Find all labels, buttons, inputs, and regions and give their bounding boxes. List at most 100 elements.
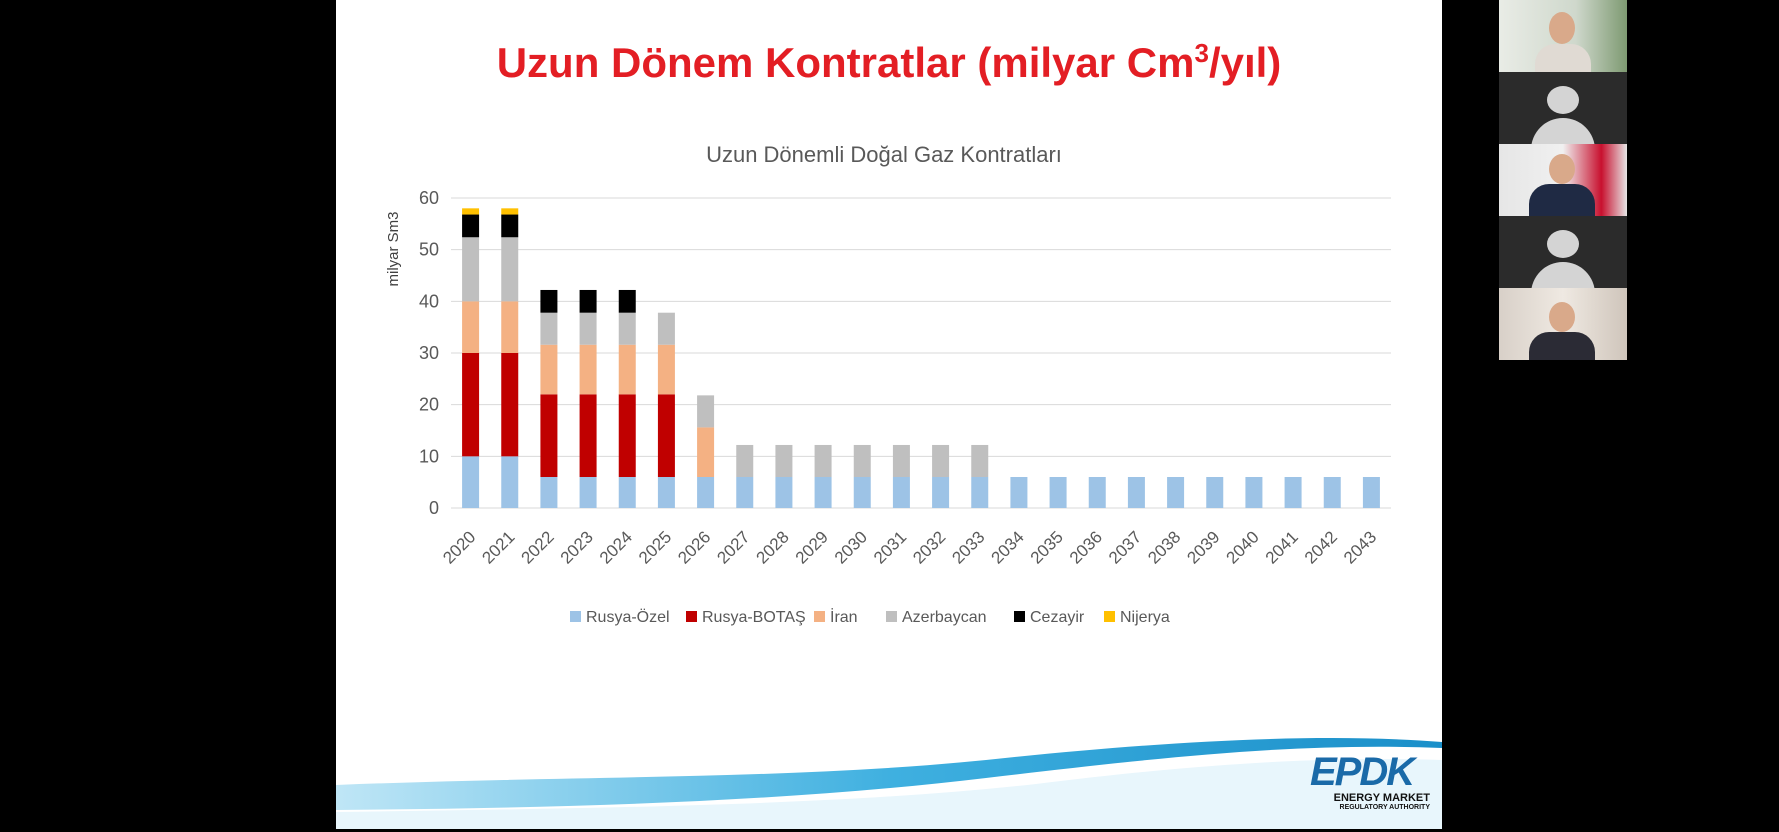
legend-swatch	[1104, 611, 1115, 622]
chart-title: Uzun Dönemli Doğal Gaz Kontratları	[706, 142, 1062, 167]
video-tile-participant-3[interactable]	[1499, 144, 1627, 216]
x-tick-label: 2042	[1301, 527, 1341, 567]
bar-2025-series-0	[657, 477, 675, 508]
x-tick-label: 2033	[948, 527, 988, 567]
bar-2030-series-3	[853, 444, 871, 477]
x-tick-label: 2025	[635, 527, 675, 567]
bar-2034-series-0	[1010, 477, 1028, 508]
x-tick-label: 2036	[1066, 527, 1106, 567]
avatar-icon	[1547, 230, 1579, 258]
bar-2032-series-0	[932, 477, 950, 508]
bar-2022-series-3	[540, 312, 558, 345]
y-tick-label: 50	[419, 240, 439, 260]
epdk-logo: EPDK ENERGY MARKET REGULATORY AUTHORITY	[1310, 750, 1430, 811]
legend: Rusya-Özel Rusya-BOTAŞ İran Azerbaycan Cezay…	[570, 607, 1170, 626]
legend-label: İran	[830, 607, 858, 626]
bar-2021-series-3	[501, 237, 519, 302]
bar-2026-series-3	[697, 395, 715, 428]
bar-2025-series-3	[657, 312, 675, 345]
y-tick-label: 60	[419, 188, 439, 208]
x-tick-label: 2028	[753, 527, 793, 567]
bar-2023-series-2	[579, 344, 597, 395]
bar-2035-series-0	[1049, 477, 1067, 508]
legend-swatch	[686, 611, 697, 622]
bar-2023-series-0	[579, 477, 597, 508]
bar-2043-series-0	[1362, 477, 1380, 508]
bar-2033-series-3	[971, 444, 989, 477]
bar-2028-series-0	[775, 477, 793, 508]
bar-2021-series-2	[501, 301, 519, 353]
bar-2022-series-2	[540, 344, 558, 395]
video-tile-participant-1[interactable]	[1499, 0, 1627, 72]
x-tick-label: 2034	[988, 527, 1028, 567]
bar-2024-series-3	[618, 312, 636, 345]
bar-2037-series-0	[1127, 477, 1145, 508]
bar-2020-series-3	[462, 237, 480, 302]
x-tick-label: 2032	[909, 527, 949, 567]
presentation-slide: Uzun Dönem Kontratlar (milyar Cm3/yıl) U…	[336, 0, 1442, 829]
bar-2020-series-1	[462, 353, 480, 457]
legend-swatch	[1014, 611, 1025, 622]
legend-label: Azerbaycan	[902, 609, 987, 626]
bar-2024-series-1	[618, 394, 636, 477]
bar-2029-series-3	[814, 444, 832, 477]
bar-2024-series-0	[618, 477, 636, 508]
x-tick-label: 2021	[478, 527, 518, 567]
bar-2020-series-2	[462, 301, 480, 353]
x-tick-label: 2030	[831, 527, 871, 567]
y-axis-label: milyar Sm3	[385, 211, 402, 286]
x-tick-label: 2041	[1262, 527, 1302, 567]
bar-2020-series-4	[462, 214, 480, 238]
x-tick-label: 2024	[596, 527, 636, 567]
x-tick-label: 2037	[1105, 527, 1145, 567]
x-tick-label: 2038	[1144, 527, 1184, 567]
x-tick-label: 2023	[557, 527, 597, 567]
x-tick-label: 2027	[713, 527, 753, 567]
video-tile-participant-5[interactable]	[1499, 288, 1627, 360]
bar-2026-series-0	[697, 477, 715, 508]
bar-2022-series-1	[540, 394, 558, 477]
avatar-icon	[1547, 86, 1579, 114]
legend-swatch	[570, 611, 581, 622]
legend-label: Rusya-Özel	[586, 608, 670, 626]
slide-title: Uzun Dönem Kontratlar (milyar Cm3/yıl)	[496, 38, 1282, 86]
bar-2040-series-0	[1245, 477, 1263, 508]
legend-swatch	[814, 611, 825, 622]
video-tile-participant-4[interactable]	[1499, 216, 1627, 288]
bar-2039-series-0	[1206, 477, 1224, 508]
bar-2023-series-1	[579, 394, 597, 477]
bar-2030-series-0	[853, 477, 871, 508]
y-tick-label: 40	[419, 291, 439, 311]
bar-2024-series-2	[618, 344, 636, 395]
bar-2031-series-3	[892, 444, 910, 477]
bar-2021-series-0	[501, 456, 519, 508]
legend-label: Nijerya	[1120, 609, 1170, 626]
x-tick-label: 2035	[1027, 527, 1067, 567]
bar-2021-series-1	[501, 353, 519, 457]
x-tick-label: 2031	[870, 527, 910, 567]
decorative-wave	[336, 738, 1442, 829]
bar-2028-series-3	[775, 444, 793, 477]
bar-2022-series-4	[540, 289, 558, 313]
x-ticks-layer: 2020202120222023202420252026202720282029…	[439, 527, 1380, 567]
video-tile-participant-2[interactable]	[1499, 72, 1627, 144]
bar-2038-series-0	[1167, 477, 1185, 508]
x-tick-label: 2043	[1340, 527, 1380, 567]
bar-2020-series-0	[462, 456, 480, 508]
bar-2026-series-2	[697, 427, 715, 477]
bar-2022-series-0	[540, 477, 558, 508]
grid-layer: 0 10 20 30 40 50 60	[419, 188, 1391, 518]
x-tick-label: 2022	[518, 527, 558, 567]
bar-2021-series-5	[501, 208, 519, 215]
bar-2025-series-1	[657, 394, 675, 477]
bar-2023-series-4	[579, 289, 597, 313]
bar-2032-series-3	[932, 444, 950, 477]
y-tick-label: 10	[419, 446, 439, 466]
bar-2027-series-3	[736, 444, 754, 477]
x-tick-label: 2020	[439, 527, 479, 567]
stacked-bar-chart: Uzun Dönemli Doğal Gaz Kontratları milya…	[385, 142, 1391, 626]
legend-swatch	[886, 611, 897, 622]
x-tick-label: 2026	[674, 527, 714, 567]
bar-2027-series-0	[736, 477, 754, 508]
bar-2020-series-5	[462, 208, 480, 215]
